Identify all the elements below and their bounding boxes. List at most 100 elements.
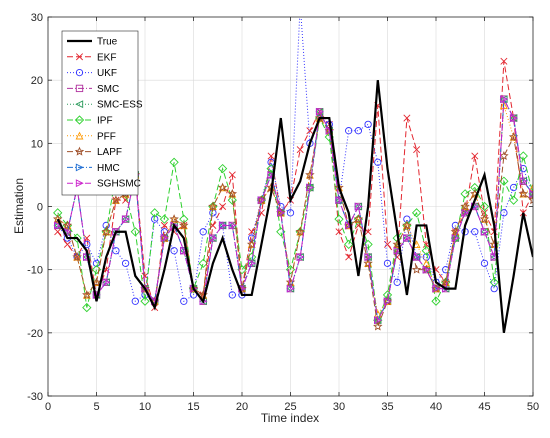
data-point-lapf: [295, 226, 305, 236]
x-tick-label: 30: [333, 401, 345, 413]
data-point-ipf: [489, 277, 499, 287]
x-tick-label: 45: [478, 401, 490, 413]
x-tick-label: 50: [527, 401, 539, 413]
legend-label: HMC: [97, 163, 120, 174]
data-point-sghsmc: [509, 114, 518, 122]
legend-label: IPF: [97, 116, 113, 127]
data-point-sghsmc: [121, 215, 130, 224]
data-point-ukf: [199, 228, 207, 236]
legend-marker: [74, 146, 85, 156]
data-point-sghsmc: [228, 221, 237, 230]
x-tick-label: 15: [187, 401, 199, 413]
data-point-ipf: [363, 239, 373, 250]
data-point-ipf: [227, 195, 237, 205]
data-point-sghsmc: [451, 234, 460, 243]
data-point-sghsmc: [286, 284, 295, 293]
legend-label: SMC-ESS: [97, 100, 143, 111]
data-point-sghsmc: [461, 208, 470, 217]
data-point-ekf: [335, 228, 343, 236]
y-tick-label: 30: [31, 12, 43, 24]
data-point-lapf: [411, 264, 422, 274]
data-point-sghsmc: [277, 208, 286, 217]
legend-marker: [75, 53, 84, 61]
legend: True EKF UKF SMC SMC-ESS IPF PFF LAPF HMC SGHSMC: [61, 30, 143, 196]
legend-box: [61, 30, 139, 196]
legend-entry-lapf: LAPF: [67, 146, 122, 158]
data-point-lapf: [217, 182, 228, 192]
data-point-sghsmc: [160, 234, 169, 243]
data-point-sghsmc: [218, 221, 227, 230]
data-point-ipf: [373, 315, 383, 325]
data-point-lapf: [440, 277, 451, 287]
data-point-ukf: [383, 259, 392, 267]
data-point-ukf: [471, 228, 479, 236]
data-point-ekf: [267, 152, 275, 160]
data-point-ukf: [364, 120, 372, 129]
legend-entry-ekf: EKF: [67, 52, 116, 63]
x-tick-label: 10: [139, 401, 151, 413]
data-point-lapf: [62, 220, 73, 230]
data-point-ekf: [228, 171, 236, 179]
data-point-lapf: [227, 188, 238, 198]
x-tick-label: 5: [93, 401, 99, 413]
y-tick-label: 0: [37, 202, 43, 214]
legend-label: SMC: [97, 84, 119, 95]
data-point-ukf: [345, 127, 353, 135]
data-point-lapf: [91, 277, 102, 287]
data-point-ipf: [460, 189, 470, 199]
legend-marker: [75, 84, 84, 93]
legend-marker: [75, 179, 84, 188]
legend-marker: [75, 100, 84, 109]
series-line-ukf: [57, 17, 533, 303]
data-point-lapf: [528, 195, 533, 205]
data-point-ukf: [286, 209, 295, 217]
data-point-sghsmc: [432, 284, 441, 293]
data-point-ekf: [306, 127, 314, 135]
y-tick-label: 10: [31, 138, 43, 150]
data-point-sghsmc: [345, 221, 353, 230]
data-point-ekf: [471, 152, 479, 160]
data-point-ukf: [83, 240, 91, 249]
data-point-ekf: [413, 146, 421, 154]
data-point-ekf: [160, 221, 168, 229]
data-point-lapf: [72, 252, 82, 262]
data-point-sghsmc: [335, 196, 344, 205]
data-point-lapf: [499, 151, 509, 160]
data-point-sghsmc: [442, 284, 450, 293]
legend-entry-ipf: IPF: [67, 115, 113, 127]
data-point-ipf: [130, 227, 140, 237]
data-point-sghsmc: [180, 246, 189, 255]
data-point-lapf: [518, 188, 529, 198]
legend-label: PFF: [97, 131, 116, 142]
data-point-lapf: [353, 214, 364, 224]
data-point-sghsmc: [422, 265, 431, 274]
data-point-sghsmc: [374, 316, 383, 325]
data-point-sghsmc: [412, 253, 421, 261]
data-point-ukf: [170, 247, 178, 255]
data-point-sghsmc: [315, 107, 324, 116]
y-tick-label: 20: [31, 75, 43, 87]
data-point-lapf: [479, 214, 490, 224]
data-point-ekf: [403, 114, 411, 122]
data-point-ukf: [374, 158, 382, 166]
data-point-ekf: [500, 57, 508, 65]
y-tick-label: -30: [27, 391, 43, 403]
data-point-lapf: [305, 169, 315, 179]
data-point-sghsmc: [209, 234, 218, 243]
legend-label: UKF: [97, 68, 117, 79]
data-point-ipf: [421, 246, 431, 256]
data-point-ukf: [354, 127, 363, 135]
data-point-ipf: [508, 195, 519, 205]
data-point-sghsmc: [500, 95, 509, 104]
data-point-ipf: [72, 233, 82, 243]
data-point-ipf: [140, 296, 150, 306]
x-tick-label: 35: [381, 401, 393, 413]
data-point-sghsmc: [393, 246, 402, 255]
legend-entry-hmc: HMC: [67, 163, 120, 174]
legend-marker: [75, 131, 84, 140]
data-point-lapf: [460, 201, 470, 211]
data-point-sghsmc: [354, 202, 363, 211]
data-point-ipf: [450, 233, 461, 243]
y-tick-label: -20: [27, 328, 43, 340]
data-point-lapf: [373, 321, 383, 331]
